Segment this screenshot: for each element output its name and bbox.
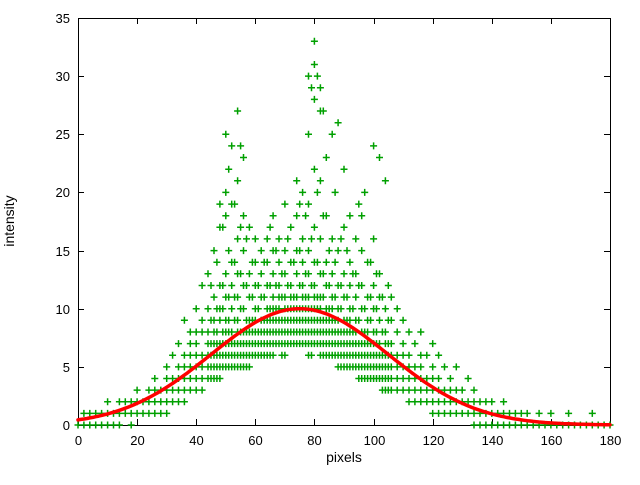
x-axis-title: pixels: [326, 449, 362, 465]
x-tick-label: 140: [482, 433, 504, 448]
y-axis-title: intensity: [1, 195, 17, 246]
fit-curve-path: [76, 306, 612, 427]
y-tick-label: 20: [56, 185, 70, 200]
y-tick-label: 25: [56, 127, 70, 142]
x-tick-label: 160: [541, 433, 563, 448]
x-tick-label: 0: [75, 433, 82, 448]
y-tick-label: 10: [56, 302, 70, 317]
axes-layer: 0 20 40 60 80 100 120 140 160 180 0 5 10 15 20 25 30 35: [56, 11, 622, 448]
y-tick-label: 35: [56, 11, 70, 26]
fit-curve: [76, 306, 612, 427]
x-tick-label: 100: [364, 433, 386, 448]
x-tick-label: 60: [248, 433, 262, 448]
x-tick-label: 20: [130, 433, 144, 448]
x-tick-label: 120: [423, 433, 445, 448]
y-tick-label: 15: [56, 244, 70, 259]
x-tick-label: 80: [307, 433, 321, 448]
x-tick-label: 180: [600, 433, 622, 448]
y-tick-label: 30: [56, 69, 70, 84]
y-tick-label: 0: [63, 418, 70, 433]
y-tick-label: 5: [63, 360, 70, 375]
scatter-marker-path: [74, 37, 614, 429]
scatter-points: [74, 37, 614, 429]
x-tick-label: 40: [189, 433, 203, 448]
